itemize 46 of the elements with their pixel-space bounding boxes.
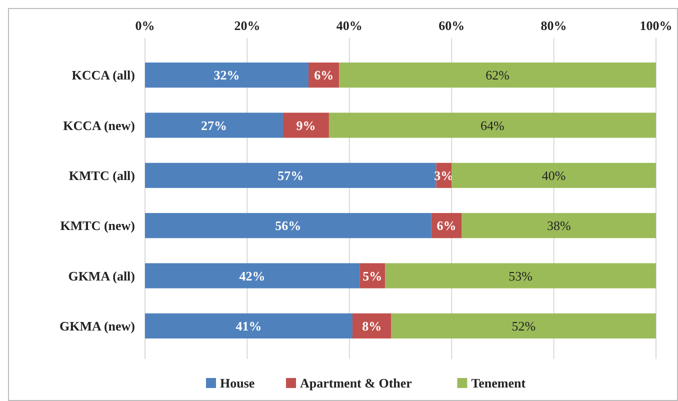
x-tick-label: 20% bbox=[234, 18, 260, 33]
bar bbox=[145, 213, 432, 238]
y-tick-label: KMTC (all) bbox=[68, 168, 135, 183]
bar bbox=[282, 112, 329, 138]
bar bbox=[452, 162, 656, 188]
data-label: 6% bbox=[436, 218, 456, 234]
x-tick-label: 60% bbox=[438, 18, 465, 33]
y-tick-label: GKMA (new) bbox=[60, 318, 135, 334]
x-tick-label: 0% bbox=[135, 18, 155, 33]
x-tick-label: 40% bbox=[336, 18, 362, 33]
data-label: 62% bbox=[486, 68, 510, 83]
bar bbox=[391, 313, 656, 338]
bar bbox=[339, 62, 656, 88]
bar bbox=[462, 213, 656, 238]
data-label: 41% bbox=[236, 318, 262, 334]
data-label: 56% bbox=[275, 218, 302, 234]
y-tick-label: KCCA (all) bbox=[72, 68, 135, 83]
legend-label: Tenement bbox=[471, 376, 526, 391]
bar bbox=[385, 263, 656, 288]
bar bbox=[145, 162, 436, 188]
data-label: 52% bbox=[512, 318, 536, 334]
y-tick-label: KMTC (new) bbox=[60, 218, 135, 234]
bar bbox=[352, 313, 392, 338]
bar bbox=[145, 62, 309, 88]
bar bbox=[145, 263, 360, 288]
bar bbox=[145, 313, 352, 338]
data-label: 6% bbox=[314, 68, 334, 83]
data-label: 9% bbox=[296, 118, 316, 133]
data-label: 40% bbox=[542, 168, 566, 183]
data-label: 53% bbox=[508, 268, 533, 284]
y-tick-label: GKMA (all) bbox=[68, 268, 135, 284]
x-tick-label: 100% bbox=[640, 18, 672, 33]
bar bbox=[145, 112, 283, 138]
data-label: 5% bbox=[362, 268, 382, 284]
legend-label: Apartment & Other bbox=[300, 376, 412, 391]
data-label: 57% bbox=[278, 168, 304, 183]
data-label: 38% bbox=[546, 218, 571, 234]
data-label: 8% bbox=[362, 318, 382, 334]
bar bbox=[328, 112, 656, 138]
data-label: 32% bbox=[214, 68, 240, 83]
x-tick-label: 80% bbox=[540, 18, 567, 33]
legend-label: House bbox=[220, 376, 255, 391]
data-label: 64% bbox=[480, 118, 505, 133]
data-label: 27% bbox=[200, 118, 227, 133]
data-label: 42% bbox=[239, 268, 266, 284]
y-tick-label: KCCA (new) bbox=[63, 118, 135, 133]
